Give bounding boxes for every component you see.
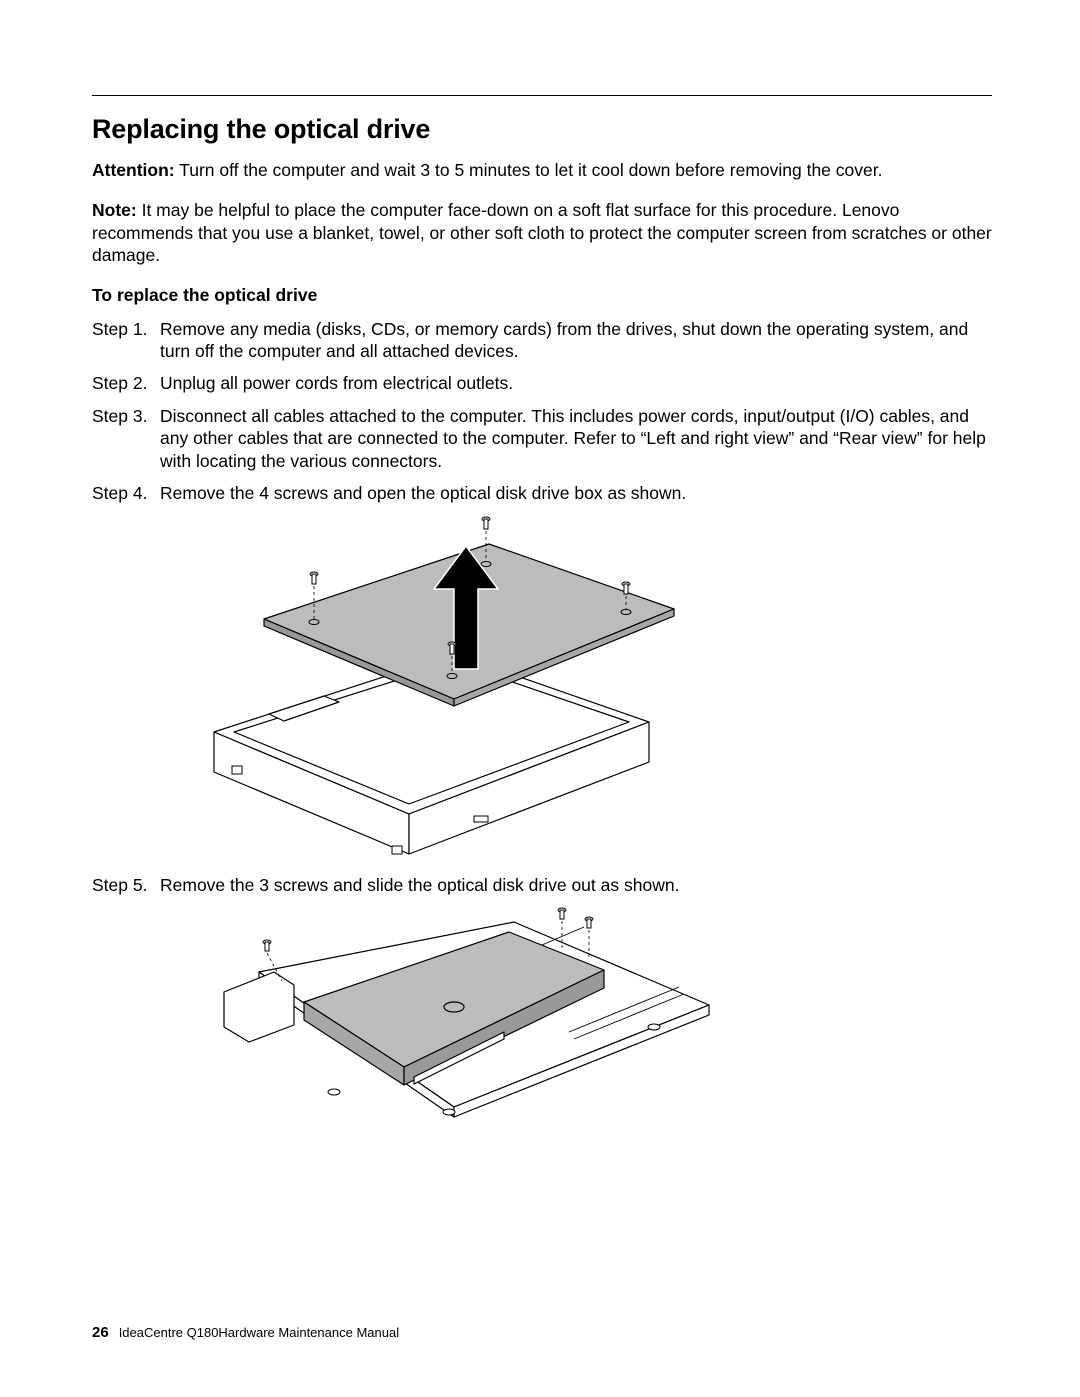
note-text: It may be helpful to place the computer … xyxy=(92,200,992,265)
sub-heading: To replace the optical drive xyxy=(92,285,992,306)
step-label: Step 2. xyxy=(92,372,160,394)
step-item: Step 4. Remove the 4 screws and open the… xyxy=(92,482,992,504)
note-para: Note: It may be helpful to place the com… xyxy=(92,199,992,266)
note-label: Note: xyxy=(92,200,137,220)
figure-2 xyxy=(92,907,992,1137)
step-label: Step 4. xyxy=(92,482,160,504)
page-footer: 26 IdeaCentre Q180Hardware Maintenance Ma… xyxy=(92,1324,399,1341)
step-body: Unplug all power cords from electrical o… xyxy=(160,372,992,394)
attention-para: Attention: Turn off the computer and wai… xyxy=(92,159,992,181)
step-body: Remove the 3 screws and slide the optica… xyxy=(160,874,992,896)
attention-text: Turn off the computer and wait 3 to 5 mi… xyxy=(175,160,883,180)
footer-text: IdeaCentre Q180Hardware Maintenance Manu… xyxy=(119,1325,399,1340)
page-title: Replacing the optical drive xyxy=(92,114,992,145)
step-item: Step 3. Disconnect all cables attached t… xyxy=(92,405,992,472)
step-body: Remove any media (disks, CDs, or memory … xyxy=(160,318,992,363)
step-body: Remove the 4 screws and open the optical… xyxy=(160,482,992,504)
figure-1 xyxy=(92,514,992,864)
top-rule xyxy=(92,95,992,96)
attention-label: Attention: xyxy=(92,160,175,180)
step-list-2: Step 5. Remove the 3 screws and slide th… xyxy=(92,874,992,896)
step-label: Step 5. xyxy=(92,874,160,896)
step-label: Step 3. xyxy=(92,405,160,427)
diagram-slide-drive xyxy=(154,907,714,1137)
step-body: Disconnect all cables attached to the co… xyxy=(160,405,992,472)
step-item: Step 5. Remove the 3 screws and slide th… xyxy=(92,874,992,896)
step-list: Step 1. Remove any media (disks, CDs, or… xyxy=(92,318,992,505)
page-number: 26 xyxy=(92,1324,109,1341)
diagram-open-cover xyxy=(154,514,684,864)
step-item: Step 2. Unplug all power cords from elec… xyxy=(92,372,992,394)
step-label: Step 1. xyxy=(92,318,160,340)
step-item: Step 1. Remove any media (disks, CDs, or… xyxy=(92,318,992,363)
